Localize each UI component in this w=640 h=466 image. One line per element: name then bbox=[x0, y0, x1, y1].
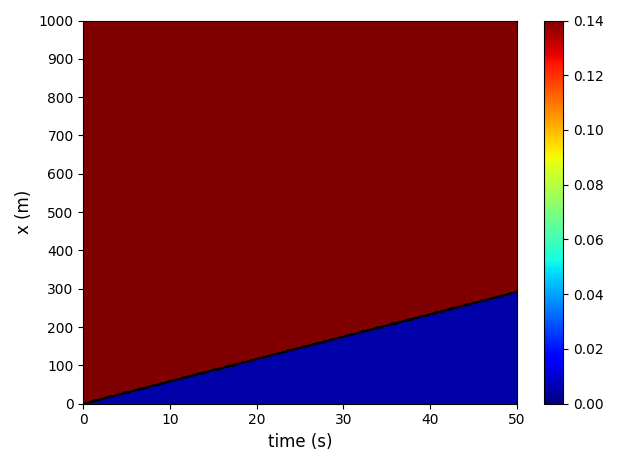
X-axis label: time (s): time (s) bbox=[268, 433, 332, 451]
Y-axis label: x (m): x (m) bbox=[15, 190, 33, 234]
